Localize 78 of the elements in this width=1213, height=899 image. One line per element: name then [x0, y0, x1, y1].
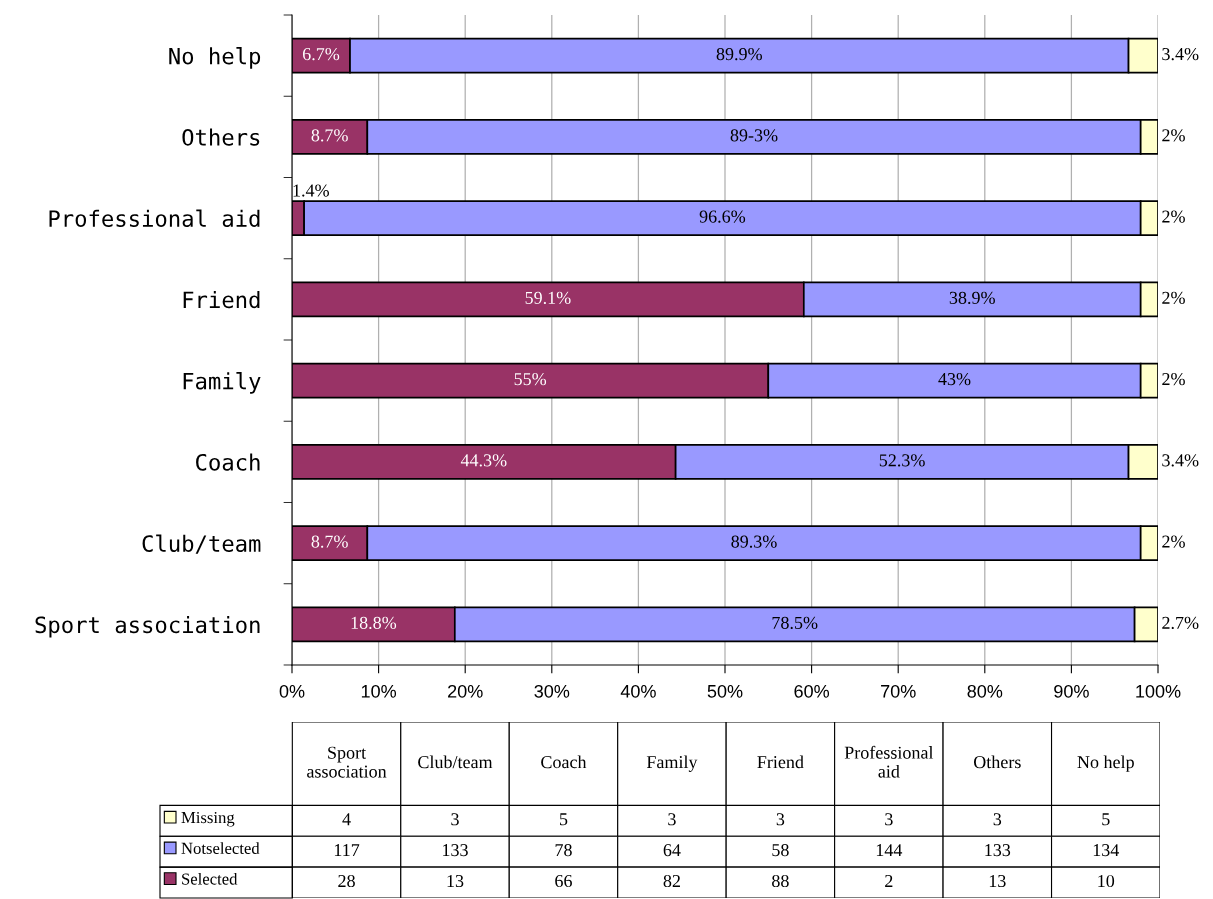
data-label: 3	[993, 813, 1002, 826]
y-tick-label: Sport association	[35, 615, 260, 638]
data-label: 5	[1102, 813, 1110, 826]
data-label: 82	[663, 874, 680, 888]
legend-label: Missing	[181, 811, 235, 827]
data-label: 89-3%	[730, 129, 778, 142]
data-label: 3.4%	[1162, 454, 1199, 467]
data-label: 3	[776, 813, 785, 826]
data-label: 43%	[938, 372, 971, 386]
x-tick-label: 10%	[361, 684, 397, 698]
data-label: 10	[1098, 874, 1115, 888]
x-tick-label: 60%	[794, 684, 830, 698]
x-tick-label: 0%	[279, 684, 305, 698]
data-label: 133	[443, 844, 468, 857]
data-label: 89.3%	[731, 535, 777, 548]
data-label: 13	[447, 874, 464, 888]
data-label: 3	[451, 813, 459, 826]
data-label: 13	[989, 874, 1006, 888]
data-label: 5	[560, 813, 568, 826]
x-tick-label: Coach	[541, 755, 587, 769]
data-label: 1.4%	[293, 184, 329, 197]
data-label: 2%	[1162, 372, 1185, 386]
x-tick-label: 100%	[1136, 684, 1181, 698]
data-label: 144	[876, 844, 903, 857]
x-tick-label: 90%	[1054, 684, 1089, 698]
data-label: 6.7%	[302, 47, 340, 61]
x-tick-label: 20%	[448, 684, 483, 698]
y-tick-label: Club/team	[142, 534, 261, 554]
data-label: 66	[555, 874, 572, 888]
data-label: 2.7%	[1162, 616, 1199, 629]
data-label: 28	[338, 874, 355, 888]
y-tick-label: Friend	[183, 290, 260, 309]
x-tick-label: Friend	[757, 755, 804, 769]
data-label: 52.3%	[879, 454, 925, 467]
data-label: 3.4%	[1162, 47, 1199, 61]
data-label: 59.1%	[525, 291, 571, 304]
y-tick-label: Coach	[196, 453, 260, 471]
x-tick-label: Sport association	[307, 746, 387, 778]
x-tick-label: 40%	[620, 684, 656, 698]
data-label: 89.9%	[716, 47, 762, 61]
data-label: 88	[772, 874, 789, 888]
data-label: 44.3%	[460, 454, 507, 467]
y-tick-label: Professional aid	[49, 209, 260, 227]
data-label: 2%	[1162, 291, 1185, 304]
legend-label: Selected	[182, 872, 238, 885]
x-tick-label: 80%	[967, 684, 1003, 698]
x-tick-label: Family	[646, 755, 698, 772]
x-tick-label: 70%	[881, 684, 916, 698]
data-label: 8.7%	[311, 129, 348, 142]
data-label: 134	[1093, 844, 1120, 857]
x-tick-label: Professional aid	[844, 745, 934, 778]
data-label: 96.6%	[699, 210, 746, 223]
data-label: 58	[772, 844, 789, 857]
data-label: 38.9%	[949, 291, 995, 304]
x-tick-label: Others	[973, 755, 1021, 769]
data-label: 2	[885, 874, 893, 887]
data-label: 117	[334, 844, 360, 857]
data-label: 8.7%	[311, 535, 348, 548]
data-label: 18.8%	[351, 616, 397, 629]
x-tick-label: No help	[1077, 755, 1134, 772]
data-label: 4	[342, 813, 351, 826]
x-tick-label: 50%	[707, 684, 743, 698]
legend-label: Notselected	[181, 842, 260, 854]
data-label: 133	[985, 844, 1011, 857]
data-label: 2%	[1162, 210, 1185, 223]
y-tick-label: Family	[183, 372, 261, 394]
data-label: 2%	[1162, 535, 1185, 548]
x-tick-label: Club/team	[418, 755, 493, 769]
x-tick-label: 30%	[534, 684, 570, 698]
data-label: 78.5%	[772, 616, 818, 629]
y-tick-label: Others	[182, 128, 260, 146]
data-label: 55%	[514, 372, 547, 386]
data-label: 78	[555, 844, 572, 857]
data-label: 3	[885, 813, 893, 826]
y-tick-label: No help	[169, 47, 261, 69]
data-label: 3	[668, 813, 676, 826]
data-label: 2%	[1162, 129, 1185, 142]
data-label: 64	[663, 844, 681, 857]
